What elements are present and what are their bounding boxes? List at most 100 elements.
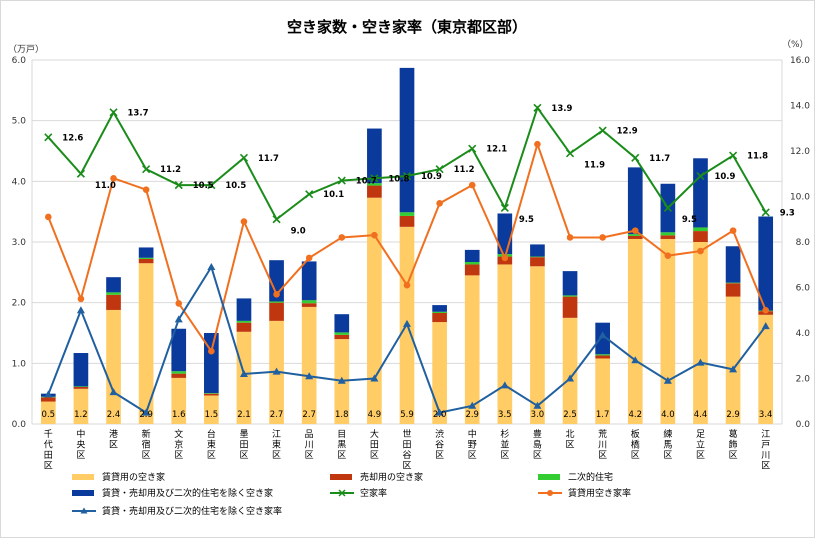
line-point: [663, 203, 672, 212]
line-point: [240, 218, 248, 225]
bar-segment: [693, 227, 708, 232]
right-tick-label: 6.0: [796, 284, 811, 294]
bar-segment: [301, 261, 317, 301]
line-point: [272, 367, 281, 375]
bar-total-label: 2.7: [270, 410, 284, 420]
category-label: 中: [76, 428, 85, 440]
category-label: 区: [207, 450, 216, 461]
category-label: 千: [44, 429, 53, 440]
category-label: 杉: [500, 428, 509, 440]
category-label: 区: [109, 440, 118, 451]
category-label: 並: [500, 439, 509, 451]
vacancy-rate-label: 11.9: [584, 160, 605, 170]
bar-segment: [138, 247, 154, 258]
category-label: 島: [533, 439, 542, 451]
category-label: 田: [402, 440, 411, 451]
category-label: 荒: [598, 429, 607, 440]
bar-segment: [40, 397, 56, 402]
bar-segment: [595, 358, 610, 424]
line-point: [142, 165, 151, 174]
category-label: 区: [142, 450, 151, 461]
category-label: 谷: [435, 440, 444, 451]
bar-segment: [530, 244, 545, 257]
bar-segment: [269, 302, 284, 321]
category-label: 野: [468, 440, 477, 451]
bar-total-label: 4.0: [661, 410, 675, 420]
category-label: 豊: [533, 428, 542, 440]
line-point: [468, 144, 477, 153]
category-label: 区: [435, 450, 444, 461]
line-point: [468, 181, 476, 189]
bar-segment: [562, 295, 578, 297]
line-point: [272, 215, 281, 224]
left-tick-label: 4.0: [12, 177, 27, 187]
vacancy-rate-label: 11.0: [95, 181, 116, 191]
left-axis-unit: （万戸）: [8, 44, 44, 55]
category-label: 区: [44, 461, 53, 472]
line-point: [142, 186, 150, 193]
bar-total-label: 1.7: [596, 410, 610, 420]
legend-label: 売却用の空き家: [360, 471, 423, 483]
right-axis-ticks: 0.0 2.0 4.0 6.0 8.0 10.0 12.0 14.0 16.0: [790, 56, 810, 430]
vacancy-rate-label: 11.2: [160, 165, 181, 175]
category-label: 区: [76, 450, 85, 461]
category-label: 文: [174, 428, 183, 440]
legend-label: 賃貸用の空き家: [102, 471, 165, 483]
line-point: [174, 181, 183, 190]
right-tick-label: 8.0: [796, 238, 811, 248]
bar-total-label: 1.8: [335, 410, 349, 420]
bar-segment: [171, 328, 187, 372]
category-label: 品: [305, 429, 314, 440]
category-label: 央: [76, 439, 85, 451]
line-point: [664, 252, 672, 259]
left-tick-label: 3.0: [12, 238, 27, 248]
bar-segment: [399, 215, 415, 227]
bar-total-label: 1.2: [74, 410, 88, 420]
vacancy-rate-label: 12.1: [486, 145, 507, 155]
bar-total-label: 5.9: [400, 410, 414, 420]
category-label: 川: [598, 441, 607, 451]
right-tick-label: 16.0: [790, 56, 810, 66]
line-point: [370, 174, 379, 183]
vacancy-rate-label: 9.3: [780, 208, 795, 218]
line-point: [109, 108, 118, 117]
line-point: [729, 365, 738, 373]
left-tick-label: 2.0: [12, 299, 27, 309]
line-point: [599, 234, 606, 241]
bar-segment: [660, 235, 676, 239]
line-point: [44, 133, 53, 142]
left-axis-ticks: 0.0 1.0 2.0 3.0 4.0 5.0 6.0: [12, 56, 27, 430]
vacancy-rate-label: 10.5: [193, 181, 214, 191]
line-point: [761, 208, 770, 217]
line-point: [663, 376, 672, 384]
category-label: 黒: [337, 440, 346, 451]
line-point: [565, 149, 575, 158]
category-label: 戸: [761, 440, 770, 451]
line-point: [697, 247, 704, 255]
category-label: 区: [696, 450, 705, 461]
bar-total-label: 3.0: [531, 410, 545, 420]
left-tick-label: 0.0: [12, 420, 27, 430]
category-label: 区: [337, 450, 346, 461]
chart-title: 空き家数・空き家率（東京都区部）: [287, 18, 527, 36]
bar-segment: [432, 305, 447, 312]
bar-segment: [106, 277, 121, 293]
bar-segment: [236, 322, 252, 332]
category-label: 田: [239, 440, 248, 451]
vacancy-rate-label: 9.5: [682, 215, 697, 225]
line-point: [500, 203, 509, 212]
line-point: [174, 315, 183, 323]
category-label: 区: [272, 450, 281, 461]
vacancy-rate-label: 9.5: [519, 215, 534, 225]
bar-total-label: 1.6: [172, 410, 186, 420]
line-point: [45, 213, 52, 221]
line-point: [436, 200, 443, 207]
data-labels: 0.5 1.2 2.4 2.9 1.6 1.5 2.1 2.7 2.7 1.8 4.9 5.9 2.0 2…: [42, 104, 795, 420]
category-label: 立: [696, 439, 705, 451]
bar-series: [40, 67, 774, 424]
line-point: [337, 376, 346, 384]
category-label: 区: [500, 450, 509, 461]
bar-segment: [367, 197, 382, 424]
bar-segment: [106, 292, 121, 295]
category-label: 馬: [663, 440, 672, 451]
